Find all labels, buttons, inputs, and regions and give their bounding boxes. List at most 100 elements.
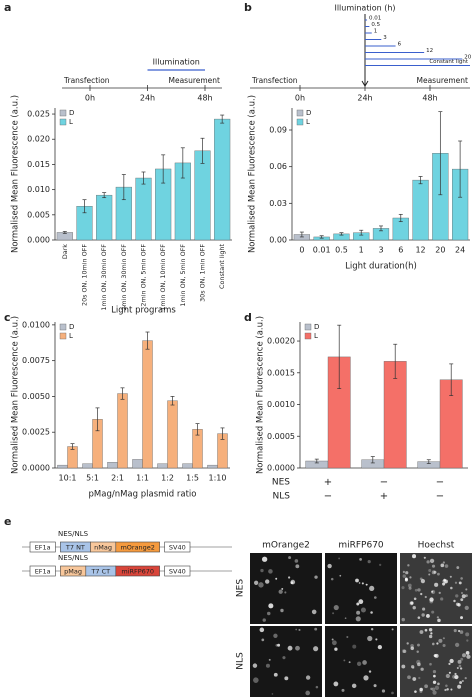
constant-label: Constant light <box>429 59 469 65</box>
x-tick-label: Dark <box>61 244 69 259</box>
bar <box>107 462 118 469</box>
cell-spot <box>262 618 266 622</box>
panel-label: a <box>4 1 11 14</box>
cell-spot <box>405 571 409 575</box>
cell-spot <box>417 643 420 647</box>
cell-spot <box>370 611 373 614</box>
cell-spot <box>426 614 430 618</box>
construct-part-label: T7 CT <box>90 568 110 576</box>
bar <box>132 459 143 469</box>
panel-label: c <box>4 311 11 324</box>
image-row-label: NLS <box>236 652 246 670</box>
cell-spot <box>365 583 368 586</box>
cell-spot <box>338 557 341 560</box>
cell-spot <box>288 556 292 560</box>
y-tick-label: 0.025 <box>27 110 50 119</box>
x-tick-label: 1:5 <box>186 474 199 483</box>
y-tick-label: 0.06 <box>269 162 287 171</box>
cell-spot <box>410 646 415 651</box>
cell-spot <box>445 673 450 679</box>
cell-spot <box>454 672 457 676</box>
timeline-end: Measurement <box>417 76 469 85</box>
construct-part <box>29 565 56 577</box>
cell-spot <box>465 588 468 591</box>
duration-label: 12 <box>426 48 433 54</box>
cell-spot <box>331 638 334 641</box>
cell-spot <box>466 639 469 642</box>
cell-spot <box>420 592 423 596</box>
x-row-mark: + <box>380 491 388 502</box>
duration-label: 0.01 <box>369 16 381 22</box>
bar <box>82 463 93 469</box>
x-tick-label: 0.01 <box>313 246 331 255</box>
y-tick-label: 0.0015 <box>267 368 295 377</box>
legend-label: L <box>69 118 73 126</box>
cell-spot <box>453 629 457 633</box>
legend-swatch <box>304 332 312 340</box>
cell-spot <box>281 587 284 590</box>
y-tick-label: 0.03 <box>269 199 287 208</box>
construct-part <box>115 541 160 553</box>
cell-spot <box>433 674 436 678</box>
x-tick-label: 30s ON, 1min OFF <box>199 244 207 302</box>
cell-spot <box>442 637 445 640</box>
cell-spot <box>419 630 424 634</box>
cell-spot <box>352 644 357 649</box>
x-tick-label: 6 <box>398 246 403 255</box>
x-tick-label: 1min ON, 30min OFF <box>100 244 108 311</box>
y-tick-label: 0.0050 <box>22 392 50 401</box>
cell-spot <box>433 654 437 658</box>
cell-spot <box>416 659 421 665</box>
cell-spot <box>404 577 408 581</box>
legend-swatch <box>59 109 67 117</box>
illumination-label: Illumination (h) <box>334 4 395 13</box>
cell-spot <box>418 676 421 680</box>
timeline-label: 24h <box>140 94 155 103</box>
cell-spot <box>367 560 371 564</box>
arrow-head <box>361 80 369 87</box>
microscopy-image <box>250 626 322 697</box>
x-tick-label: 0.5 <box>335 246 348 255</box>
cell-spot <box>407 564 410 567</box>
duration-label: 6 <box>398 42 402 48</box>
legend-swatch <box>304 323 312 331</box>
x-row-mark: − <box>380 477 388 488</box>
cell-spot <box>419 687 423 692</box>
x-tick-label: 1:10 <box>209 474 227 483</box>
y-tick-label: 0.020 <box>27 135 50 144</box>
construct-part-label: miRFP670 <box>121 568 154 576</box>
microscopy-image <box>250 553 322 624</box>
cell-spot <box>360 607 366 613</box>
legend-label: D <box>69 109 74 117</box>
cell-spot <box>373 684 377 688</box>
duration-label: 3 <box>383 35 387 41</box>
microscopy-image <box>400 553 472 624</box>
cell-spot <box>334 647 338 651</box>
timeline-end: Measurement <box>169 76 221 85</box>
cell-spot <box>330 577 334 581</box>
image-column-title: miRFP670 <box>338 541 384 551</box>
construct-part-label: EF1a <box>35 568 51 576</box>
cell-spot <box>265 579 270 584</box>
cell-spot <box>413 597 417 601</box>
cell-spot <box>280 608 284 613</box>
cell-spot <box>407 675 411 680</box>
x-tick-label: 2min ON, 5min OFF <box>140 244 148 307</box>
cell-spot <box>359 558 362 561</box>
legend-label: L <box>306 118 310 126</box>
cell-spot <box>358 582 361 584</box>
cell-spot <box>259 627 265 633</box>
bar <box>117 393 128 469</box>
cell-spot <box>381 689 386 693</box>
cell-spot <box>363 675 369 681</box>
cell-spot <box>313 646 319 652</box>
cell-spot <box>442 561 445 564</box>
cell-spot <box>273 672 278 677</box>
bar <box>207 464 218 469</box>
legend-label: D <box>314 323 319 331</box>
cell-spot <box>458 664 462 668</box>
construct-part-label: mOrange2 <box>120 544 154 552</box>
bar <box>167 400 178 469</box>
cell-spot <box>271 693 274 695</box>
cell-spot <box>314 627 318 631</box>
